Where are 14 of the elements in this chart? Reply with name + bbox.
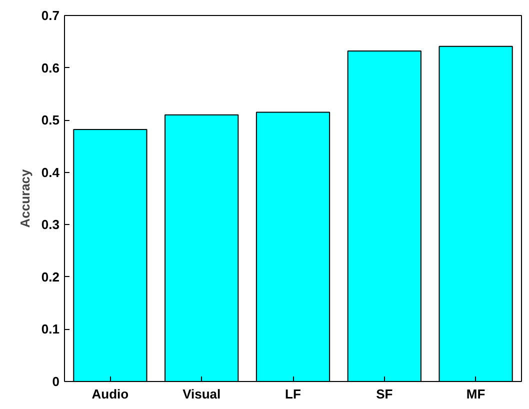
- y-axis-title: Accuracy: [17, 168, 32, 228]
- x-tick-label: LF: [285, 386, 301, 402]
- y-tick-label: 0.2: [41, 269, 60, 284]
- x-tick-label: Visual: [182, 386, 221, 402]
- y-tick-label: 0.3: [41, 217, 60, 232]
- x-tick-label: MF: [466, 386, 486, 402]
- y-tick-label: 0.5: [41, 112, 60, 128]
- x-tick-label: Audio: [92, 386, 129, 402]
- y-tick-label: 0.4: [41, 164, 60, 180]
- y-tick-label: 0: [52, 374, 60, 389]
- x-tick-label: SF: [376, 386, 393, 402]
- y-tick-label: 0.7: [41, 8, 60, 23]
- y-tick-label: 0.6: [41, 60, 60, 76]
- y-tick-label: 0.1: [41, 322, 60, 337]
